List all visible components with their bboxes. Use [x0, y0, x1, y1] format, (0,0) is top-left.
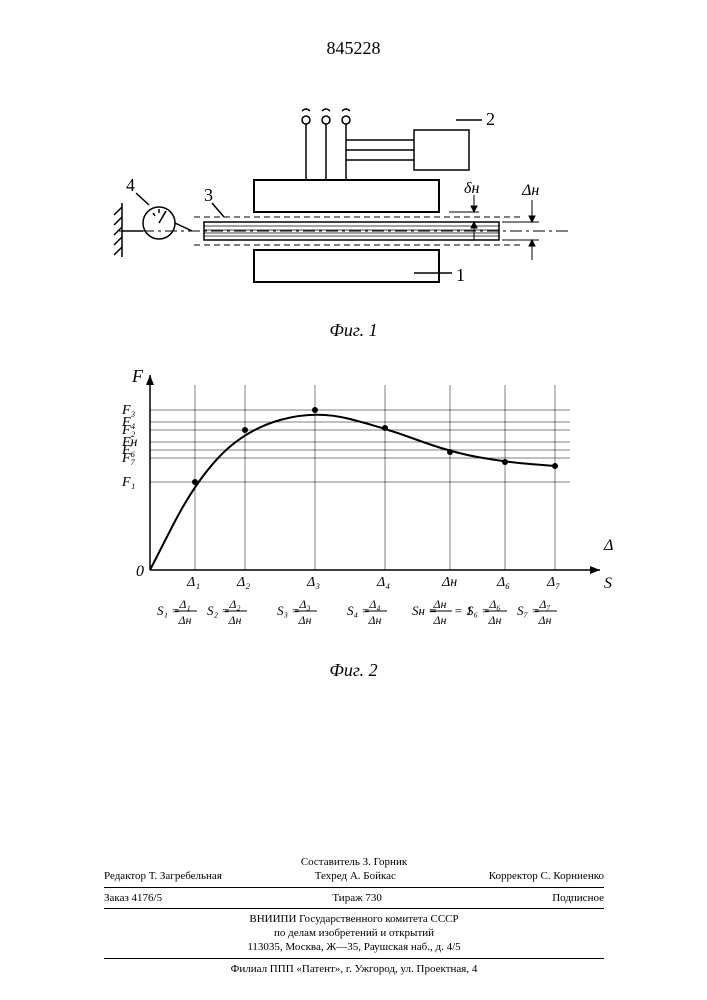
- svg-text:Δ₃: Δ₃: [298, 597, 310, 611]
- svg-text:Δ₆: Δ₆: [488, 597, 500, 611]
- svg-text:Δ₇: Δ₇: [538, 597, 550, 611]
- svg-text:Δн: Δн: [433, 597, 447, 611]
- svg-text:Δн: Δн: [538, 613, 552, 627]
- svg-text:Δ₂: Δ₂: [228, 597, 240, 611]
- svg-text:Δн: Δн: [178, 613, 192, 627]
- svg-text:Δ₂: Δ₂: [236, 575, 250, 590]
- svg-text:S: S: [604, 575, 612, 592]
- svg-text:Δ₁: Δ₁: [178, 597, 190, 611]
- svg-text:Δ₄: Δ₄: [368, 597, 380, 611]
- svg-text:Δ: Δ: [603, 537, 613, 554]
- footer-addr: 113035, Москва, Ж—35, Раушская наб., д. …: [104, 940, 604, 954]
- svg-text:Δ₁: Δ₁: [186, 575, 200, 590]
- footer-composer: Составитель З. Горник: [104, 855, 604, 869]
- footer-block: Составитель З. Горник Редактор Т. Загреб…: [104, 855, 604, 976]
- svg-text:Δ₇: Δ₇: [546, 575, 560, 590]
- footer-tirage: Тираж 730: [332, 891, 382, 905]
- svg-text:Δн: Δн: [228, 613, 242, 627]
- svg-text:Δ₆: Δ₆: [496, 575, 510, 590]
- figure-2-chart: F0ΔSF₃F₄F₂FнF₆F₇F₁Δ₁Δ₂Δ₃Δ₄ΔнΔ₆Δ₇S₁ =Δ₁Δн…: [80, 360, 640, 660]
- svg-text:Δн: Δн: [433, 613, 447, 627]
- svg-text:Δн: Δн: [368, 613, 382, 627]
- svg-text:Δн: Δн: [298, 613, 312, 627]
- svg-text:F: F: [131, 366, 144, 386]
- dim-gap: δн: [464, 180, 479, 197]
- svg-text:Δ₄: Δ₄: [376, 575, 390, 590]
- svg-text:Δн: Δн: [488, 613, 502, 627]
- footer-org2: по делам изобретений и открытий: [104, 926, 604, 940]
- footer-tech: Техред А. Бойкас: [315, 869, 396, 883]
- svg-text:Δ₃: Δ₃: [306, 575, 320, 590]
- footer-editor: Редактор Т. Загребельная: [104, 869, 222, 883]
- fig1-label: Фиг. 1: [0, 320, 707, 341]
- callout-3: 3: [204, 185, 213, 205]
- footer-branch: Филиал ППП «Патент», г. Ужгород, ул. Про…: [104, 962, 604, 976]
- footer-sub: Подписное: [552, 891, 604, 905]
- svg-text:F₁: F₁: [121, 475, 135, 490]
- footer-corrector: Корректор С. Корниенко: [489, 869, 604, 883]
- svg-text:F₇: F₇: [121, 451, 136, 466]
- callout-1: 1: [456, 265, 465, 285]
- figure-1: 2 1 3 4: [104, 95, 604, 345]
- footer-order: Заказ 4176/5: [104, 891, 162, 905]
- footer-org: ВНИИПИ Государственного комитета СССР: [104, 912, 604, 926]
- svg-text:Δн: Δн: [441, 575, 457, 590]
- fig2-label: Фиг. 2: [0, 660, 707, 681]
- callout-4: 4: [126, 175, 135, 195]
- svg-text:0: 0: [136, 563, 144, 580]
- callout-2: 2: [486, 109, 495, 129]
- doc-number: 845228: [327, 38, 381, 59]
- dim-thickness: Δн: [521, 182, 539, 199]
